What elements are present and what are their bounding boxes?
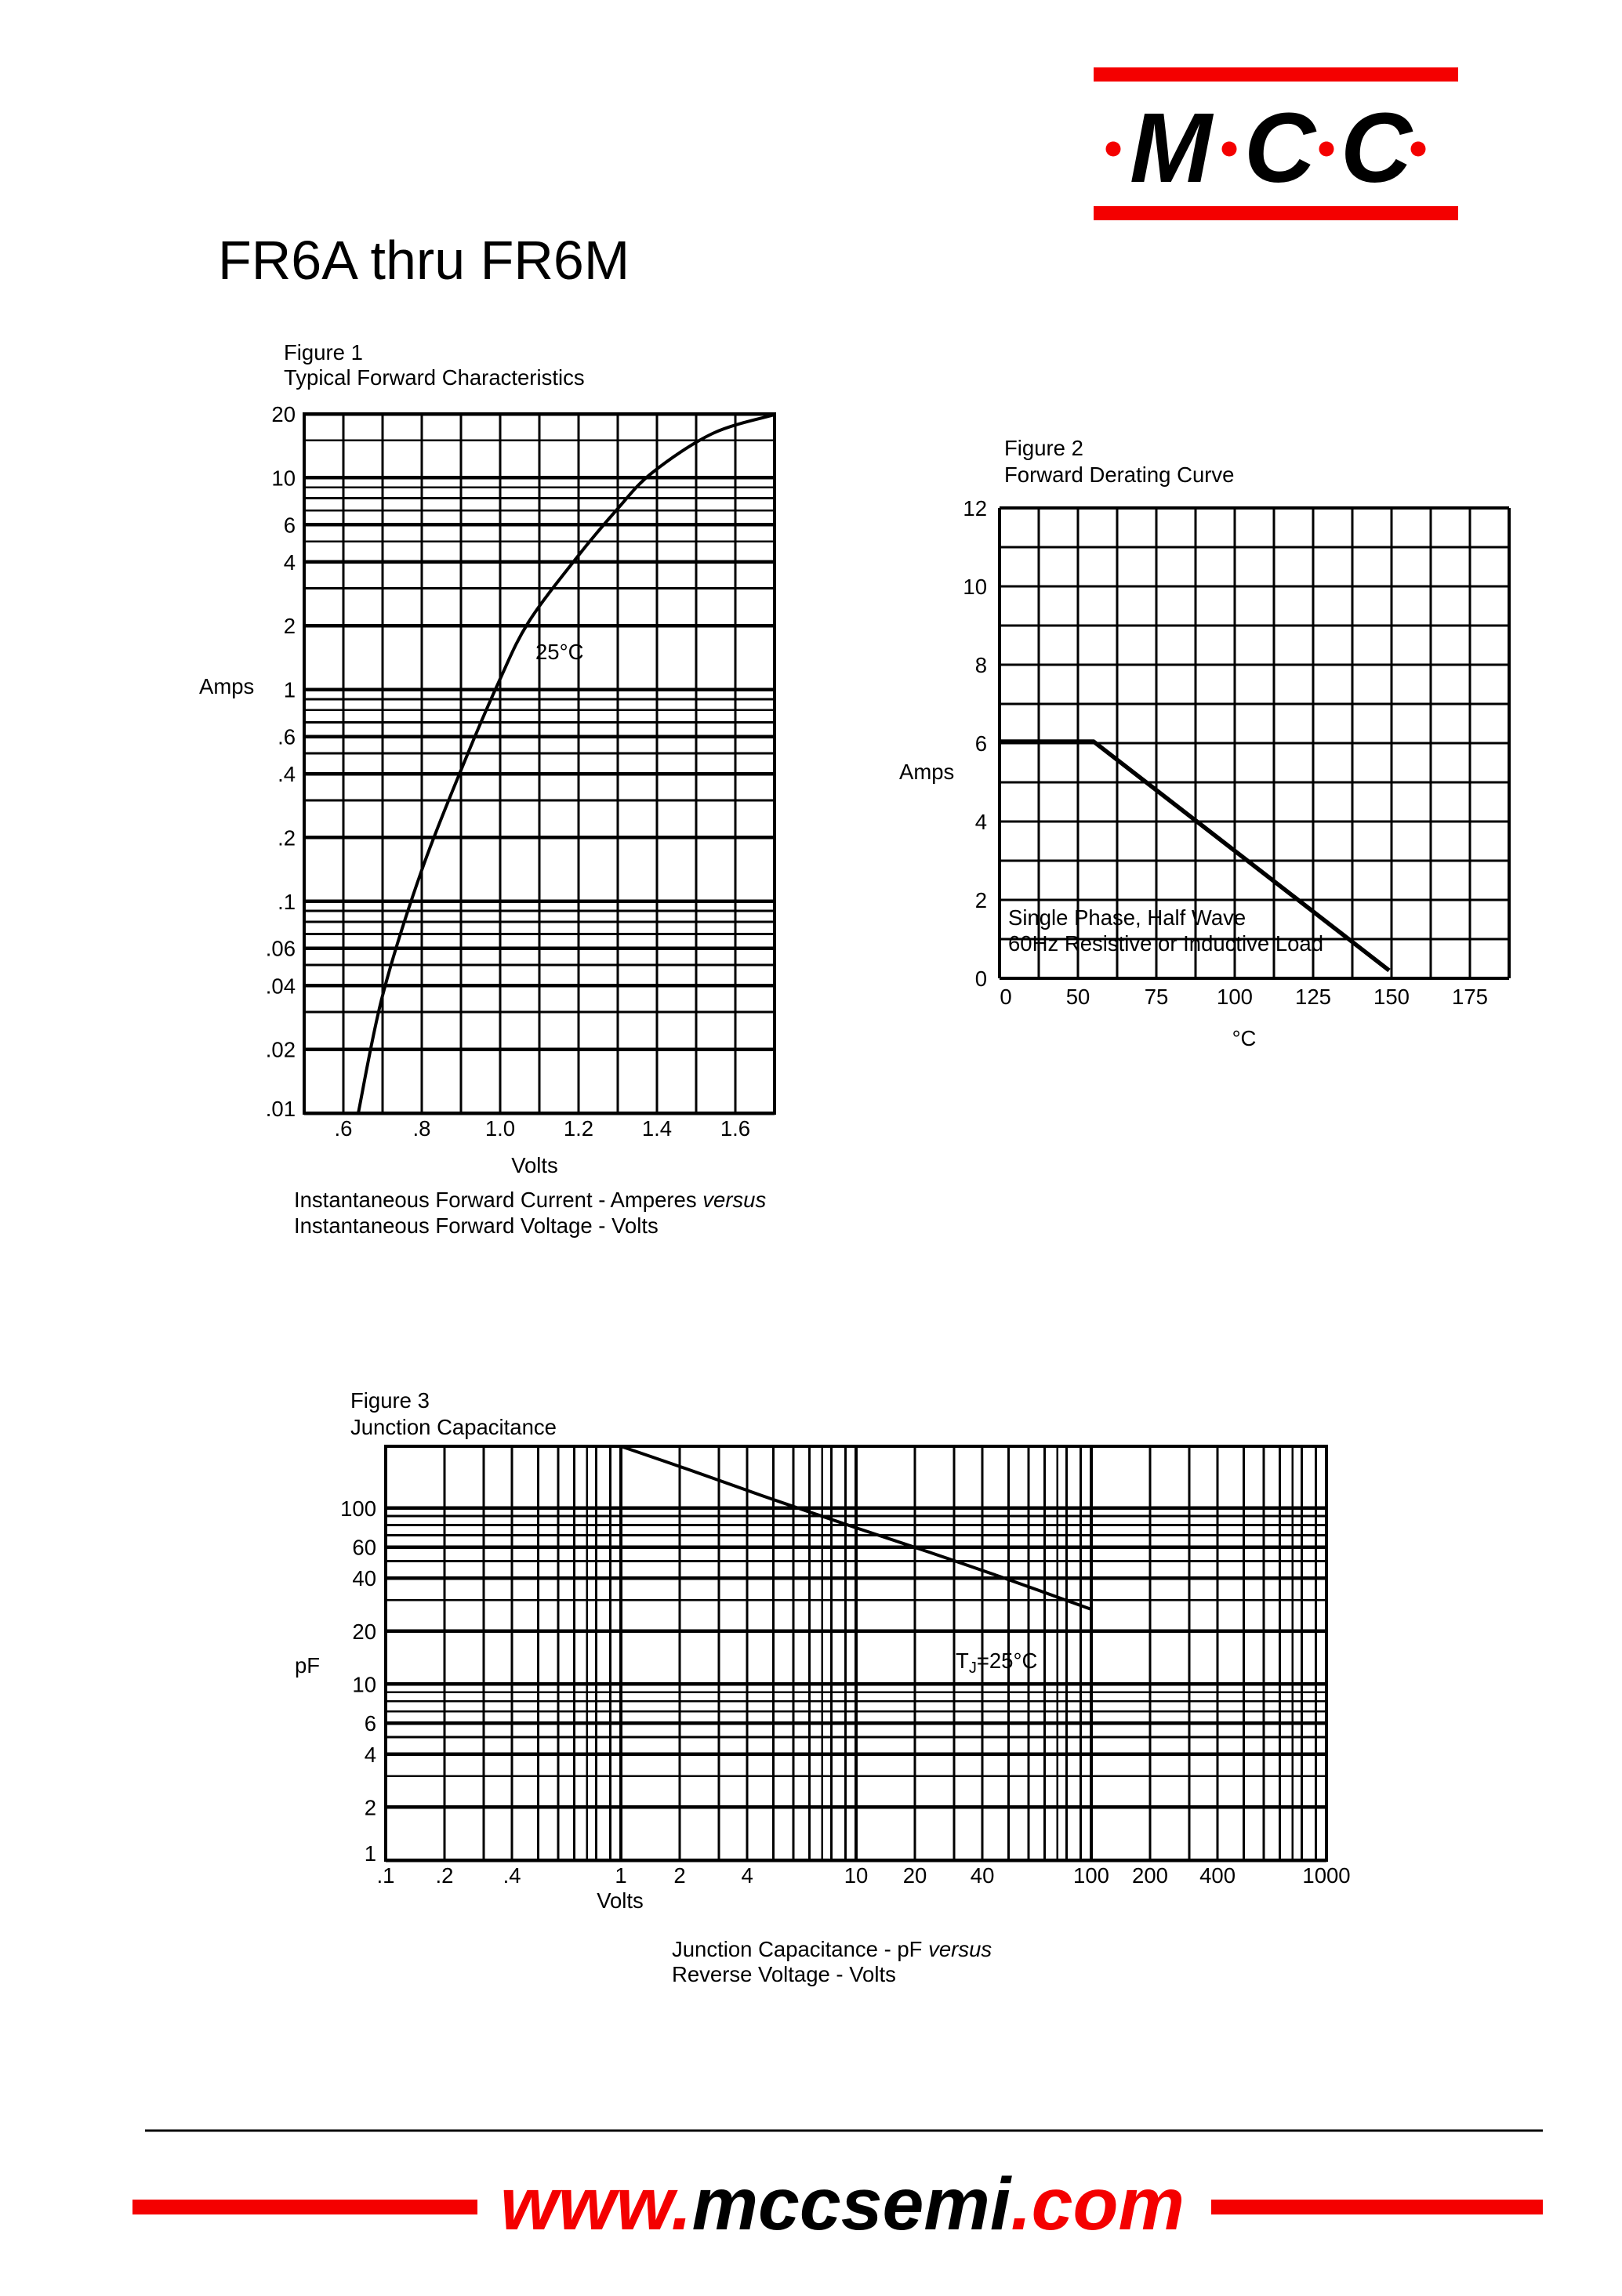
svg-text:Amps: Amps (199, 674, 254, 698)
svg-text:.6: .6 (335, 1116, 353, 1141)
svg-text:4: 4 (741, 1863, 753, 1888)
svg-text:6: 6 (975, 731, 987, 756)
svg-text:0: 0 (975, 967, 987, 991)
svg-text:Junction Capacitance - pF vers: Junction Capacitance - pF versus (672, 1937, 992, 1961)
svg-text:TJ=25°C: TJ=25°C (956, 1649, 1037, 1677)
svg-text:2: 2 (284, 614, 296, 638)
svg-text:2: 2 (673, 1863, 685, 1888)
svg-text:2: 2 (975, 888, 987, 912)
svg-text:.2: .2 (436, 1863, 454, 1888)
svg-text:10: 10 (352, 1672, 376, 1696)
svg-text:Forward Derating Curve: Forward Derating Curve (1004, 462, 1234, 487)
svg-text:4: 4 (284, 550, 296, 575)
svg-text:FR6A thru FR6M: FR6A thru FR6M (218, 230, 630, 291)
svg-text:75: 75 (1145, 985, 1169, 1009)
svg-text:.4: .4 (278, 762, 296, 786)
svg-text:.06: .06 (266, 937, 296, 961)
svg-text:50: 50 (1066, 985, 1090, 1009)
svg-text:Figure 1: Figure 1 (284, 340, 363, 365)
svg-text:.6: .6 (278, 725, 296, 749)
svg-text:1: 1 (615, 1863, 626, 1888)
svg-text:8: 8 (975, 653, 987, 677)
svg-text:Single Phase, Half Wave: Single Phase, Half Wave (1008, 905, 1246, 930)
svg-text:150: 150 (1373, 985, 1410, 1009)
svg-text:125: 125 (1295, 985, 1331, 1009)
svg-text:Instantaneous Forward Current: Instantaneous Forward Current - Amperes … (294, 1188, 766, 1212)
svg-text:60Hz Resistive or Inductive Lo: 60Hz Resistive or Inductive Load (1008, 931, 1323, 956)
svg-text:1.6: 1.6 (720, 1116, 750, 1141)
svg-text:400: 400 (1199, 1863, 1236, 1888)
svg-text:175: 175 (1452, 985, 1488, 1009)
svg-text:100: 100 (1073, 1863, 1109, 1888)
svg-text:.4: .4 (503, 1863, 521, 1888)
svg-text:1.2: 1.2 (564, 1116, 593, 1141)
svg-text:40: 40 (971, 1863, 995, 1888)
svg-text:10: 10 (963, 575, 987, 599)
svg-text:20: 20 (903, 1863, 927, 1888)
svg-text:C: C (1341, 92, 1413, 203)
svg-text:.1: .1 (278, 890, 296, 914)
svg-text:.8: .8 (413, 1116, 431, 1141)
svg-text:Typical Forward Characteristic: Typical Forward Characteristics (284, 365, 585, 390)
svg-text:.1: .1 (377, 1863, 395, 1888)
svg-text:.02: .02 (266, 1038, 296, 1062)
svg-text:1000: 1000 (1302, 1863, 1350, 1888)
svg-text:1: 1 (365, 1841, 376, 1866)
svg-text:2: 2 (365, 1795, 376, 1819)
svg-text:100: 100 (340, 1496, 376, 1521)
svg-text:100: 100 (1217, 985, 1253, 1009)
svg-text:Figure 3: Figure 3 (350, 1388, 430, 1413)
svg-text:°C: °C (1232, 1026, 1257, 1050)
svg-text:10: 10 (271, 466, 296, 490)
svg-text:Volts: Volts (511, 1153, 558, 1177)
svg-text:M: M (1130, 92, 1214, 203)
svg-text:1.0: 1.0 (485, 1116, 515, 1141)
svg-text:12: 12 (963, 496, 987, 520)
svg-text:200: 200 (1132, 1863, 1168, 1888)
svg-text:40: 40 (352, 1566, 376, 1591)
svg-text:1: 1 (284, 678, 296, 702)
svg-text:Volts: Volts (597, 1888, 644, 1913)
svg-text:0: 0 (1000, 985, 1011, 1009)
svg-text:.01: .01 (266, 1097, 296, 1121)
svg-text:Reverse Voltage - Volts: Reverse Voltage - Volts (672, 1962, 896, 1986)
svg-text:20: 20 (271, 402, 296, 426)
svg-text:20: 20 (352, 1620, 376, 1644)
svg-text:Figure 2: Figure 2 (1004, 436, 1083, 460)
svg-text:www.mccsemi.com: www.mccsemi.com (500, 2163, 1185, 2246)
svg-text:4: 4 (365, 1743, 376, 1767)
svg-text:.2: .2 (278, 825, 296, 850)
svg-text:6: 6 (365, 1711, 376, 1736)
svg-text:Amps: Amps (899, 760, 954, 784)
svg-text:6: 6 (284, 513, 296, 537)
svg-text:25°C: 25°C (535, 640, 583, 664)
svg-text:.04: .04 (266, 974, 296, 998)
svg-text:Instantaneous Forward Voltage: Instantaneous Forward Voltage - Volts (294, 1213, 659, 1238)
svg-text:4: 4 (975, 810, 987, 834)
svg-text:10: 10 (844, 1863, 869, 1888)
svg-text:60: 60 (352, 1536, 376, 1560)
svg-text:Junction Capacitance: Junction Capacitance (350, 1415, 557, 1439)
svg-text:C: C (1244, 92, 1317, 203)
svg-text:1.4: 1.4 (642, 1116, 672, 1141)
svg-text:pF: pF (295, 1653, 320, 1678)
